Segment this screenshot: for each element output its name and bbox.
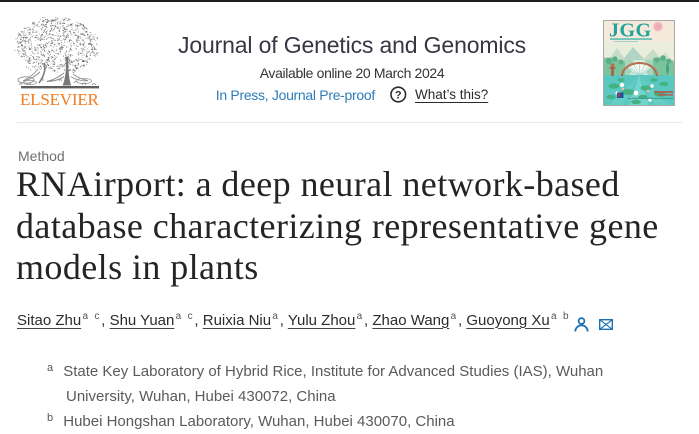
svg-text:?: ? (395, 89, 402, 101)
svg-text:JGG: JGG (609, 20, 652, 42)
